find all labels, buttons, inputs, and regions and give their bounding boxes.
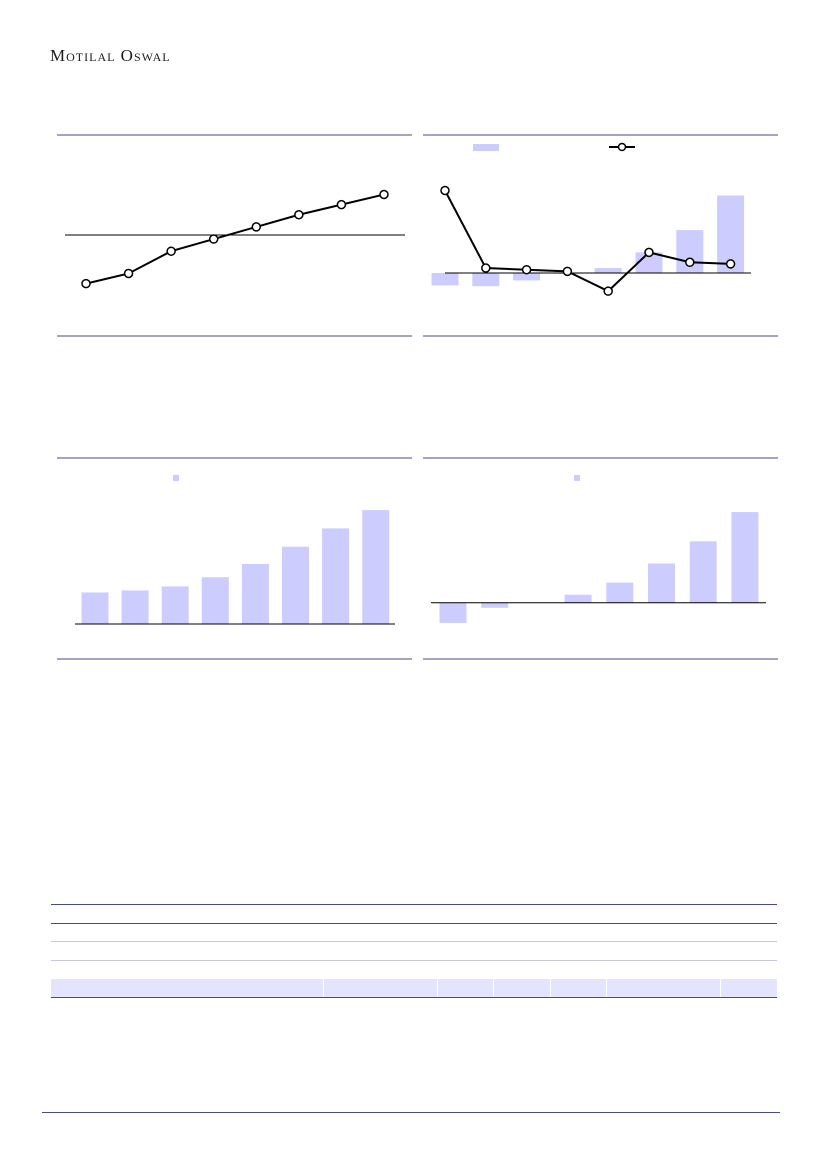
brand-logo: Motilal Oswal — [50, 46, 171, 65]
legend-bar-swatch — [574, 475, 580, 481]
table-col-divider — [606, 979, 607, 997]
data-point — [725, 259, 736, 269]
bar — [431, 273, 459, 286]
chart-panel-2 — [423, 134, 778, 337]
bar — [121, 590, 149, 624]
bar — [606, 582, 634, 603]
footer-rule — [42, 1112, 780, 1113]
data-point — [562, 266, 573, 277]
data-point — [251, 222, 262, 232]
bar — [282, 546, 309, 624]
bar — [439, 602, 467, 623]
legend-line-marker — [617, 142, 627, 152]
table-row-rule — [51, 960, 777, 961]
table-col-divider — [437, 979, 438, 997]
bar — [201, 577, 229, 624]
bar — [594, 268, 622, 273]
series-line — [85, 193, 385, 285]
data-point — [208, 234, 219, 244]
series-line — [444, 190, 731, 293]
chart-panel-3 — [57, 457, 412, 660]
data-point — [379, 189, 389, 200]
data-point — [166, 246, 176, 256]
data-point — [81, 278, 91, 289]
data-point — [603, 286, 613, 296]
table-col-divider — [493, 979, 494, 997]
bar — [322, 528, 350, 624]
table-header-rule — [51, 923, 777, 924]
data-point — [644, 247, 654, 258]
chart-panel-4 — [423, 457, 778, 660]
table-col-divider — [550, 979, 551, 997]
table-top-rule — [51, 904, 777, 905]
bar — [161, 586, 189, 624]
data-point — [440, 185, 450, 196]
bar — [472, 273, 500, 287]
chart-panel-1 — [57, 134, 412, 337]
legend-bar-swatch — [173, 475, 179, 481]
bar — [241, 564, 269, 624]
data-point — [481, 263, 491, 273]
data-point — [294, 210, 304, 220]
chart-1-svg — [57, 134, 412, 337]
bar — [81, 592, 109, 624]
table-row-rule — [51, 941, 777, 942]
table-bottom-rule — [51, 997, 777, 998]
chart-2-svg — [423, 134, 778, 337]
data-point — [685, 257, 695, 268]
bar — [564, 594, 592, 603]
bar — [481, 602, 509, 608]
chart-3-svg — [57, 457, 412, 660]
table-col-divider — [720, 979, 721, 997]
bar — [648, 563, 675, 603]
table-total-band — [51, 979, 777, 997]
data-point — [336, 199, 347, 210]
data-point — [521, 264, 532, 275]
chart-4-svg — [423, 457, 778, 660]
bar — [689, 541, 717, 603]
table-col-divider — [323, 979, 324, 997]
bar — [513, 273, 541, 281]
data-point — [123, 268, 134, 279]
legend-bar-swatch — [473, 144, 499, 151]
bar — [731, 512, 759, 603]
bar — [362, 510, 390, 624]
